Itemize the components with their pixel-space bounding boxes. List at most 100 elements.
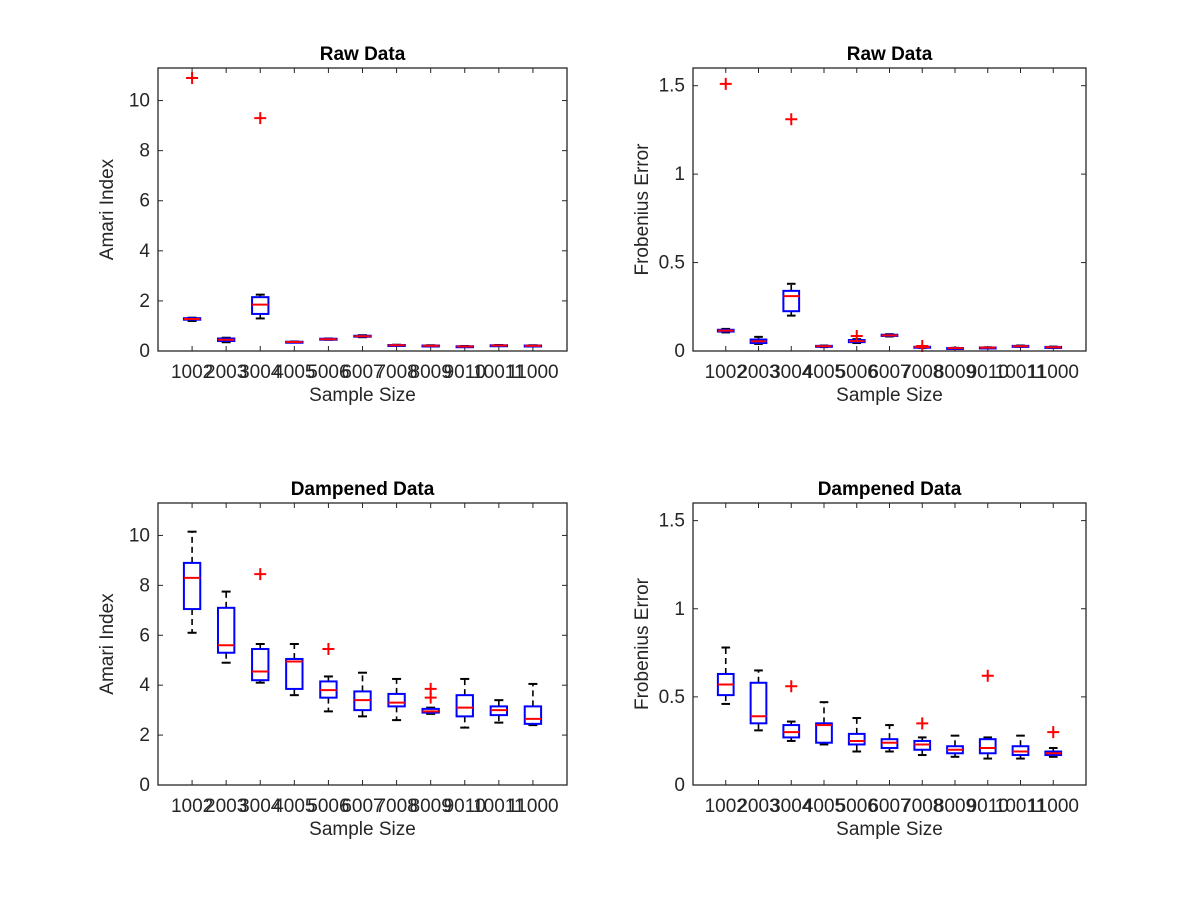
y-axis-label: Amari Index bbox=[97, 158, 118, 260]
x-tick-label: 4005 bbox=[273, 362, 315, 383]
box-3004 bbox=[251, 112, 270, 320]
box-body bbox=[387, 692, 406, 708]
box-10011 bbox=[489, 699, 509, 724]
x-tick-label: 8009 bbox=[410, 796, 452, 817]
box-6007 bbox=[353, 671, 372, 718]
box-9010 bbox=[455, 344, 474, 349]
chart-title: Raw Data bbox=[320, 44, 406, 65]
box-2003 bbox=[216, 336, 236, 344]
box-body bbox=[815, 722, 833, 744]
x-tick-label: 3004 bbox=[770, 362, 813, 383]
x-tick-label: 9010 bbox=[967, 362, 1009, 383]
x-tick-label: 2003 bbox=[737, 362, 779, 383]
x-tick-label: 6007 bbox=[868, 796, 910, 817]
x-tick-label: 1002 bbox=[171, 362, 213, 383]
outlier-marker bbox=[785, 113, 798, 126]
x-tick-label: 2003 bbox=[205, 362, 247, 383]
y-tick-label: 2 bbox=[139, 725, 150, 746]
y-tick-label: 6 bbox=[139, 625, 150, 646]
x-tick-label: 2003 bbox=[205, 796, 247, 817]
box-11000 bbox=[523, 344, 543, 348]
axes-frame bbox=[157, 502, 568, 786]
box-5006 bbox=[319, 642, 338, 713]
x-tick-label: 7008 bbox=[375, 796, 417, 817]
x-tick-label: 11000 bbox=[507, 362, 558, 383]
subplot-4: 0 0.5 1 1.5 10022003300440055006600770088009… bbox=[632, 479, 1087, 840]
chart-title: Dampened Data bbox=[818, 479, 962, 500]
y-tick-label: 0.5 bbox=[659, 253, 685, 274]
axes-frame bbox=[157, 67, 568, 352]
outlier-marker bbox=[850, 329, 863, 342]
box-2003 bbox=[749, 335, 768, 345]
subplot-3: 0 2 4 6 8 10 100220033004400550066007700880099… bbox=[97, 479, 568, 840]
x-tick-label: 7008 bbox=[375, 362, 417, 383]
y-tick-label: 8 bbox=[139, 575, 150, 596]
box-5006 bbox=[847, 329, 866, 345]
x-tick-label: 6007 bbox=[341, 796, 383, 817]
x-tick-label: 1002 bbox=[171, 796, 213, 817]
subplot-1: 0 2 4 6 8 10 100220033004400550066007700880099… bbox=[97, 44, 568, 406]
box-7008 bbox=[387, 677, 406, 722]
x-tick-label: 9010 bbox=[444, 796, 486, 817]
outlier-marker bbox=[785, 680, 798, 693]
box-8009 bbox=[946, 346, 964, 350]
box-1002 bbox=[182, 72, 202, 322]
box-8009 bbox=[421, 682, 440, 715]
outlier-marker bbox=[981, 669, 994, 682]
y-tick-label: 4 bbox=[139, 675, 150, 696]
x-tick-label: 10011 bbox=[473, 362, 524, 383]
box-5006 bbox=[847, 717, 866, 753]
y-tick-label: 0.5 bbox=[659, 687, 685, 708]
x-tick-label: 5006 bbox=[836, 796, 878, 817]
box-body bbox=[978, 738, 997, 755]
x-tick-label: 8009 bbox=[410, 362, 452, 383]
y-tick-label: 2 bbox=[139, 291, 150, 312]
box-body bbox=[216, 606, 236, 654]
y-tick-label: 10 bbox=[129, 525, 150, 546]
x-tick-label: 11000 bbox=[507, 796, 558, 817]
outlier-marker bbox=[916, 340, 929, 353]
x-tick-label: 10011 bbox=[473, 796, 524, 817]
y-tick-label: 0 bbox=[674, 775, 685, 796]
x-tick-label: 1002 bbox=[705, 796, 747, 817]
x-tick-label: 4005 bbox=[803, 362, 845, 383]
x-tick-label: 1002 bbox=[705, 362, 747, 383]
x-tick-label: 11000 bbox=[1028, 362, 1079, 383]
y-axis-label: Frobenius Error bbox=[632, 577, 653, 710]
x-tick-label: 2003 bbox=[737, 796, 779, 817]
y-tick-label: 1 bbox=[674, 599, 685, 620]
chart-title: Dampened Data bbox=[291, 479, 435, 500]
box-6007 bbox=[880, 333, 899, 338]
outlier-marker bbox=[254, 568, 267, 581]
box-3004 bbox=[782, 680, 801, 742]
y-tick-label: 0 bbox=[139, 341, 150, 362]
box-1002 bbox=[716, 77, 735, 334]
box-2003 bbox=[216, 590, 236, 664]
y-tick-label: 1 bbox=[674, 164, 685, 185]
outlier-marker bbox=[254, 112, 267, 125]
x-axis-label: Sample Size bbox=[309, 385, 416, 406]
x-tick-label: 3004 bbox=[239, 362, 282, 383]
x-tick-label: 10011 bbox=[995, 362, 1046, 383]
box-body bbox=[251, 647, 270, 682]
box-9010 bbox=[455, 677, 474, 729]
box-4005 bbox=[815, 701, 833, 746]
outlier-marker bbox=[1047, 726, 1060, 739]
box-body bbox=[523, 705, 543, 725]
box-3004 bbox=[782, 113, 801, 317]
box-9010 bbox=[978, 346, 997, 350]
outlier-marker bbox=[719, 77, 732, 90]
box-1002 bbox=[716, 646, 735, 705]
x-axis-label: Sample Size bbox=[836, 385, 943, 406]
box-11000 bbox=[523, 682, 543, 727]
box-7008 bbox=[913, 340, 932, 353]
x-tick-label: 7008 bbox=[901, 796, 943, 817]
y-tick-label: 4 bbox=[139, 241, 150, 262]
box-9010 bbox=[978, 669, 997, 760]
box-6007 bbox=[880, 724, 899, 753]
box-body bbox=[782, 289, 801, 313]
box-8009 bbox=[946, 734, 964, 758]
box-10011 bbox=[1011, 734, 1030, 760]
x-tick-label: 7008 bbox=[901, 362, 943, 383]
